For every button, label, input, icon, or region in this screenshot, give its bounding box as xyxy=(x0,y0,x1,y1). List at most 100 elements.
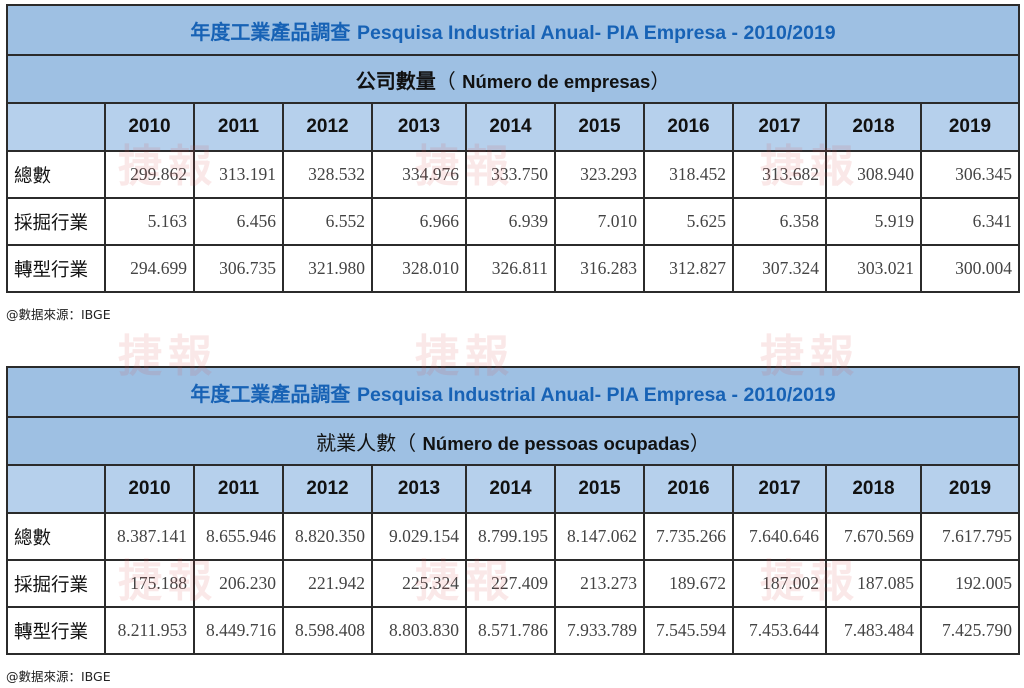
table-subtitle: 就業人數（ Número de pessoas ocupadas） xyxy=(5,416,1021,466)
cell-value: 321.980 xyxy=(282,244,373,293)
cell-value: 206.230 xyxy=(193,559,284,608)
row-label: 轉型行業 xyxy=(6,606,106,655)
cell-value: 8.799.195 xyxy=(465,512,556,561)
year-header: 2016 xyxy=(643,102,734,152)
cell-value: 8.655.946 xyxy=(193,512,284,561)
cell-value: 326.811 xyxy=(465,244,556,293)
cell-value: 303.021 xyxy=(825,244,922,293)
cell-value: 213.273 xyxy=(554,559,645,608)
year-header: 2010 xyxy=(104,464,195,514)
table-row: 採掘行業 5.163 6.456 6.552 6.966 6.939 7.010… xyxy=(6,197,1021,246)
cell-value: 7.735.266 xyxy=(643,512,734,561)
year-header: 2014 xyxy=(465,102,556,152)
header-corner xyxy=(6,464,106,514)
cell-value: 313.682 xyxy=(732,150,827,199)
table-row: 總數 299.862 313.191 328.532 334.976 333.7… xyxy=(6,150,1021,199)
cell-value: 175.188 xyxy=(104,559,195,608)
year-header: 2011 xyxy=(193,464,284,514)
cell-value: 313.191 xyxy=(193,150,284,199)
cell-value: 306.735 xyxy=(193,244,284,293)
row-label: 總數 xyxy=(6,512,106,561)
companies-table: 年度工業產品調查 Pesquisa Industrial Anual- PIA … xyxy=(5,4,1021,293)
cell-value: 6.939 xyxy=(465,197,556,246)
table-title-pt: Pesquisa Industrial Anual- PIA Empresa -… xyxy=(356,21,836,44)
cell-value: 8.147.062 xyxy=(554,512,645,561)
subtitle-pt: Número de empresas xyxy=(462,70,651,92)
cell-value: 8.820.350 xyxy=(282,512,373,561)
cell-value: 318.452 xyxy=(643,150,734,199)
cell-value: 334.976 xyxy=(371,150,467,199)
year-header: 2012 xyxy=(282,464,373,514)
cell-value: 227.409 xyxy=(465,559,556,608)
cell-value: 7.010 xyxy=(554,197,645,246)
cell-value: 323.293 xyxy=(554,150,645,199)
cell-value: 328.010 xyxy=(371,244,467,293)
table-title: 年度工業產品調查 Pesquisa Industrial Anual- PIA … xyxy=(5,4,1021,56)
cell-value: 8.803.830 xyxy=(371,606,467,655)
subtitle-paren-open: （ xyxy=(396,430,417,455)
subtitle-cn: 就業人數 xyxy=(316,430,397,455)
year-header: 2011 xyxy=(193,102,284,152)
data-source-note: @數据來源：IBGE xyxy=(6,669,111,684)
year-header: 2013 xyxy=(371,102,467,152)
cell-value: 189.672 xyxy=(643,559,734,608)
table-subtitle: 公司數量（ Número de empresas） xyxy=(5,54,1021,104)
cell-value: 7.640.646 xyxy=(732,512,827,561)
year-header: 2017 xyxy=(732,102,827,152)
cell-value: 300.004 xyxy=(919,244,1021,293)
cell-value: 187.085 xyxy=(825,559,922,608)
year-header: 2018 xyxy=(825,464,922,514)
cell-value: 7.483.484 xyxy=(825,606,922,655)
table-title-cn: 年度工業產品調查 xyxy=(190,381,351,406)
table-row: 轉型行業 8.211.953 8.449.716 8.598.408 8.803… xyxy=(6,606,1021,655)
header-corner xyxy=(6,102,106,152)
cell-value: 333.750 xyxy=(465,150,556,199)
data-source-note: @數据來源：IBGE xyxy=(6,307,111,322)
cell-value: 6.552 xyxy=(282,197,373,246)
cell-value: 5.163 xyxy=(104,197,195,246)
year-header: 2016 xyxy=(643,464,734,514)
year-header: 2010 xyxy=(104,102,195,152)
year-header: 2018 xyxy=(825,102,922,152)
cell-value: 316.283 xyxy=(554,244,645,293)
cell-value: 6.966 xyxy=(371,197,467,246)
cell-value: 308.940 xyxy=(825,150,922,199)
cell-value: 306.345 xyxy=(919,150,1021,199)
year-header: 2014 xyxy=(465,464,556,514)
cell-value: 7.617.795 xyxy=(919,512,1021,561)
cell-value: 6.341 xyxy=(919,197,1021,246)
subtitle-paren-close: ） xyxy=(650,68,671,93)
cell-value: 328.532 xyxy=(282,150,373,199)
cell-value: 5.919 xyxy=(825,197,922,246)
year-header-row: 2010 2011 2012 2013 2014 2015 2016 2017 … xyxy=(6,464,1021,514)
row-label: 轉型行業 xyxy=(6,244,106,293)
cell-value: 221.942 xyxy=(282,559,373,608)
year-header: 2019 xyxy=(919,464,1021,514)
year-header: 2017 xyxy=(732,464,827,514)
cell-value: 192.005 xyxy=(919,559,1021,608)
subtitle-cn: 公司數量 xyxy=(355,68,436,93)
table-section-employment: 年度工業產品調查 Pesquisa Industrial Anual- PIA … xyxy=(5,366,1021,655)
row-label: 採掘行業 xyxy=(6,197,106,246)
cell-value: 312.827 xyxy=(643,244,734,293)
year-header: 2013 xyxy=(371,464,467,514)
subtitle-paren-close: ） xyxy=(689,430,710,455)
year-header: 2019 xyxy=(919,102,1021,152)
row-label: 總數 xyxy=(6,150,106,199)
cell-value: 6.358 xyxy=(732,197,827,246)
subtitle-paren-open: （ xyxy=(435,68,456,93)
table-row: 採掘行業 175.188 206.230 221.942 225.324 227… xyxy=(6,559,1021,608)
cell-value: 307.324 xyxy=(732,244,827,293)
cell-value: 7.453.644 xyxy=(732,606,827,655)
subtitle-pt: Número de pessoas ocupadas xyxy=(422,432,690,454)
table-title-pt: Pesquisa Industrial Anual- PIA Empresa -… xyxy=(356,383,836,406)
year-header: 2015 xyxy=(554,102,645,152)
cell-value: 8.598.408 xyxy=(282,606,373,655)
cell-value: 8.571.786 xyxy=(465,606,556,655)
table-title: 年度工業產品調查 Pesquisa Industrial Anual- PIA … xyxy=(5,366,1021,418)
cell-value: 8.449.716 xyxy=(193,606,284,655)
cell-value: 225.324 xyxy=(371,559,467,608)
cell-value: 6.456 xyxy=(193,197,284,246)
table-row: 總數 8.387.141 8.655.946 8.820.350 9.029.1… xyxy=(6,512,1021,561)
year-header: 2015 xyxy=(554,464,645,514)
